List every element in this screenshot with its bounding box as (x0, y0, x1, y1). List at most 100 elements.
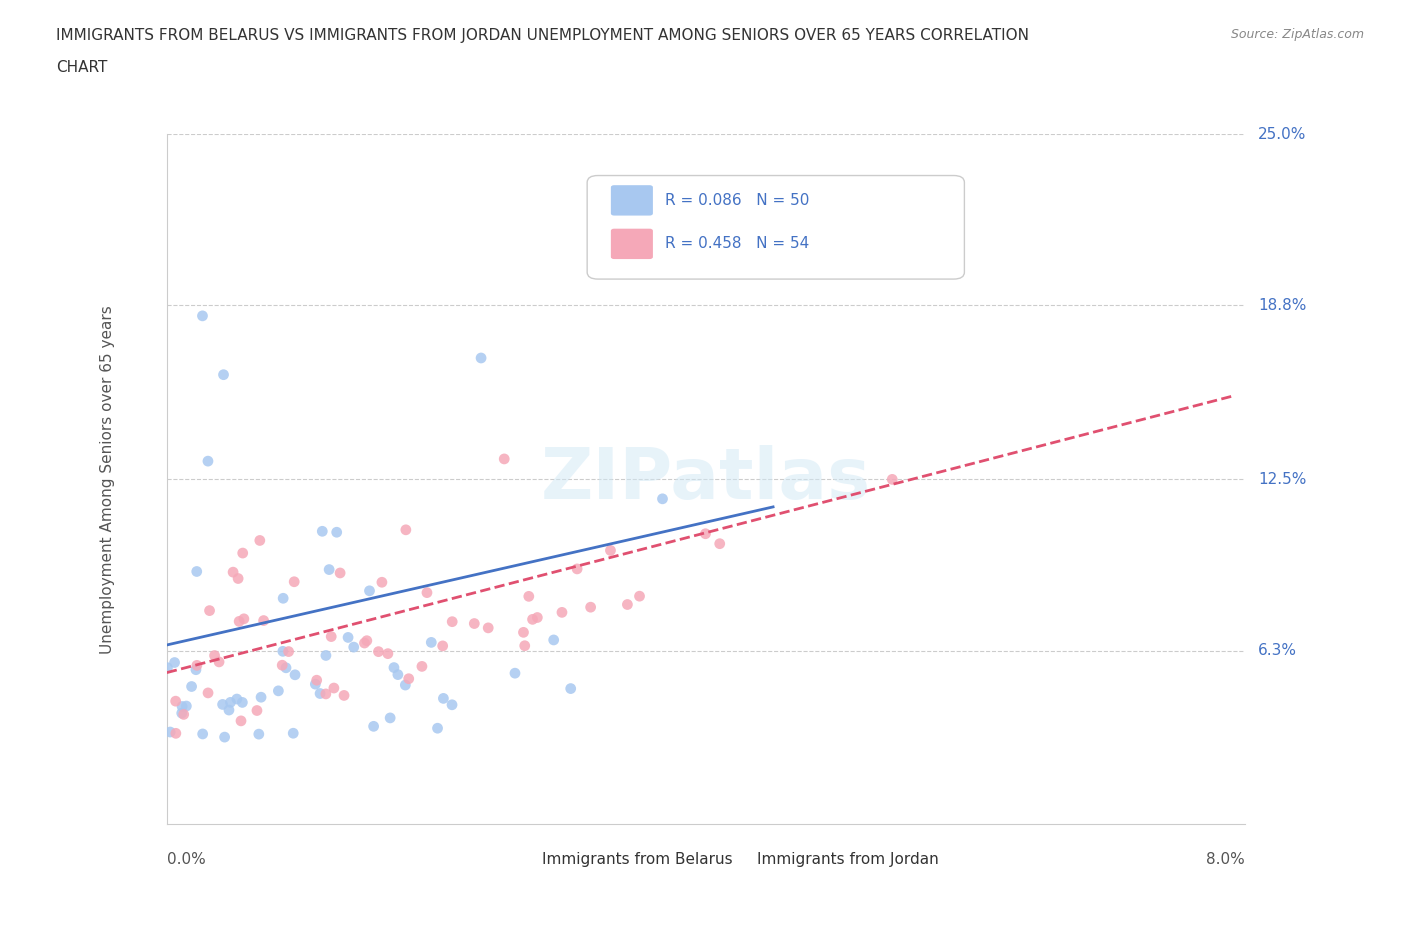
Point (277, 644, 299, 659)
Text: Immigrants from Jordan: Immigrants from Jordan (758, 852, 939, 867)
Point (271, 591, 294, 605)
Point (695, 526, 717, 541)
Text: Source: ZipAtlas.com: Source: ZipAtlas.com (1230, 28, 1364, 41)
Point (170, 706, 193, 721)
Point (211, 697, 233, 711)
Point (463, 616, 485, 631)
Point (398, 671, 420, 686)
Point (432, 639, 454, 654)
Point (228, 614, 250, 629)
Point (271, 644, 294, 658)
Point (387, 667, 409, 682)
Point (191, 309, 214, 324)
Point (551, 604, 574, 619)
Point (284, 668, 307, 683)
Point (440, 698, 463, 712)
Point (329, 565, 352, 580)
FancyBboxPatch shape (588, 176, 965, 279)
Point (225, 692, 247, 707)
Point (204, 648, 226, 663)
Point (283, 575, 305, 590)
Point (246, 703, 269, 718)
Point (305, 672, 328, 687)
Point (274, 660, 297, 675)
Point (247, 726, 270, 741)
Point (191, 726, 214, 741)
Point (198, 604, 221, 618)
Text: R = 0.458   N = 54: R = 0.458 N = 54 (665, 236, 808, 251)
Point (377, 646, 399, 661)
Point (321, 629, 343, 644)
Point (325, 525, 347, 539)
Point (411, 659, 433, 674)
Point (378, 711, 401, 725)
Point (477, 620, 499, 635)
Point (318, 562, 340, 577)
Point (363, 719, 385, 734)
Point (371, 575, 394, 590)
Text: 8.0%: 8.0% (1206, 852, 1244, 867)
Point (208, 655, 231, 670)
Text: CHART: CHART (56, 60, 108, 75)
Point (333, 688, 356, 703)
Text: 0.0%: 0.0% (167, 852, 205, 867)
Point (543, 632, 565, 647)
Point (250, 690, 273, 705)
Point (176, 698, 198, 713)
Point (353, 635, 375, 650)
FancyBboxPatch shape (610, 229, 652, 259)
Point (579, 600, 602, 615)
Point (322, 681, 344, 696)
Point (882, 472, 904, 486)
Text: IMMIGRANTS FROM BELARUS VS IMMIGRANTS FROM JORDAN UNEMPLOYMENT AMONG SENIORS OVE: IMMIGRANTS FROM BELARUS VS IMMIGRANTS FR… (56, 28, 1029, 43)
Point (356, 633, 378, 648)
Point (426, 721, 449, 736)
Point (222, 565, 245, 579)
Point (219, 695, 242, 710)
FancyBboxPatch shape (720, 849, 751, 870)
Point (517, 589, 540, 604)
Point (513, 638, 536, 653)
Point (156, 660, 179, 675)
Point (526, 610, 548, 625)
Text: R = 0.086   N = 50: R = 0.086 N = 50 (665, 193, 808, 208)
Point (599, 543, 621, 558)
Text: 18.8%: 18.8% (1258, 298, 1306, 312)
Point (283, 725, 305, 740)
Point (212, 367, 235, 382)
Point (184, 662, 207, 677)
Point (163, 655, 186, 670)
Point (394, 678, 416, 693)
Point (173, 707, 195, 722)
Text: 6.3%: 6.3% (1258, 643, 1298, 658)
Point (343, 640, 366, 655)
Point (231, 695, 253, 710)
Point (165, 726, 187, 741)
Point (253, 613, 276, 628)
Point (172, 699, 194, 714)
Point (441, 614, 464, 629)
Point (470, 351, 492, 365)
Point (503, 666, 526, 681)
Point (432, 691, 454, 706)
Point (560, 681, 582, 696)
Point (512, 625, 534, 640)
Point (226, 571, 249, 586)
Point (232, 611, 254, 626)
Point (214, 730, 236, 745)
Point (367, 644, 389, 659)
Point (709, 537, 731, 551)
Point (197, 454, 219, 469)
Point (651, 491, 673, 506)
Point (395, 523, 418, 538)
Point (616, 597, 638, 612)
Text: 12.5%: 12.5% (1258, 472, 1306, 486)
Point (249, 533, 271, 548)
Text: ZIPatlas: ZIPatlas (541, 445, 870, 513)
Point (165, 694, 187, 709)
Text: 25.0%: 25.0% (1258, 126, 1306, 141)
Point (382, 660, 405, 675)
Point (337, 630, 360, 644)
Point (416, 585, 439, 600)
Point (315, 648, 337, 663)
